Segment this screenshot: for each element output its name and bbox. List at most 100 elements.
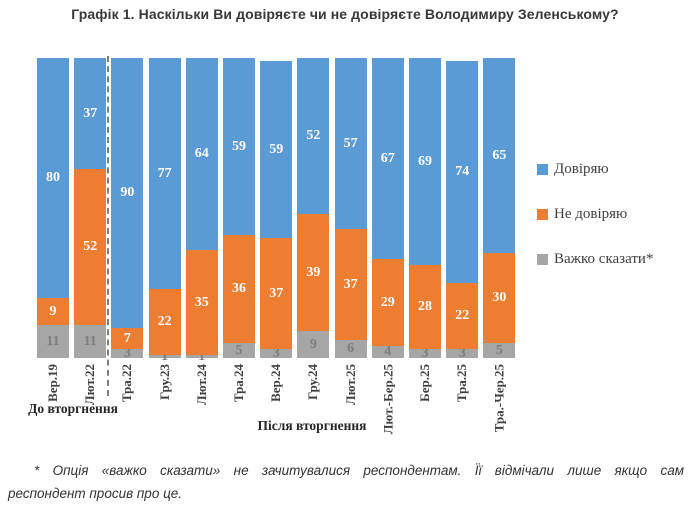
- bar-segment-distrust: 52: [74, 169, 107, 325]
- bar-segment-distrust: 7: [111, 328, 144, 349]
- x-axis-label: Лют.22: [82, 364, 98, 406]
- bar-segment-hard-to-say: 1: [185, 349, 218, 363]
- bar-value-label: 67: [380, 150, 395, 166]
- legend-label-hard-to-say: Важко сказати*: [554, 251, 654, 267]
- bar-value-label: 35: [194, 294, 209, 310]
- bar-value-label: 9: [49, 303, 57, 319]
- bar-value-label: 59: [232, 138, 246, 154]
- bar-value-label: 59: [269, 141, 284, 157]
- bar-value-label: 1: [198, 348, 206, 364]
- bar-value-label: 52: [306, 128, 321, 143]
- bar-value-label: 9: [309, 336, 317, 352]
- bar-segment-hard-to-say: 5: [483, 342, 516, 358]
- bar-segment-distrust: 22: [446, 283, 479, 349]
- bar-segment-trust: 74: [446, 61, 479, 283]
- group-label-after-invasion: Після вторгнення: [257, 418, 367, 433]
- bar-value-label: 57: [343, 135, 358, 151]
- bar-value-label: 52: [83, 239, 98, 254]
- legend-item-trust: Довіряю: [537, 161, 609, 178]
- bar-value-label: 30: [492, 290, 507, 305]
- legend-swatch-hard-to-say-icon: [537, 254, 548, 265]
- bar-segment-trust: 65: [483, 58, 516, 253]
- bar-value-label: 90: [120, 185, 135, 200]
- legend-item-distrust: Не довіряю: [537, 206, 627, 223]
- x-axis-label: Гру.23: [156, 364, 172, 400]
- bar-segment-hard-to-say: 3: [446, 345, 479, 361]
- bar-value-label: 6: [347, 341, 355, 356]
- legend: Довіряю Не довіряю Важко сказати*: [537, 0, 687, 300]
- legend-swatch-distrust-icon: [537, 209, 548, 220]
- bar-segment-hard-to-say: 5: [223, 343, 255, 358]
- bar-segment-distrust: 30: [483, 253, 516, 343]
- x-axis-label: Гру.24: [305, 364, 321, 400]
- bar-segment-trust: 52: [297, 58, 330, 214]
- bar-value-label: 11: [83, 333, 97, 349]
- x-axis-label: Лют.24: [193, 364, 209, 406]
- bar-segment-hard-to-say: 3: [409, 346, 441, 360]
- bar-segment-hard-to-say: 11: [74, 325, 107, 358]
- bar-value-label: 28: [418, 299, 432, 314]
- bar-value-label: 5: [495, 342, 503, 358]
- bar-value-label: 29: [380, 294, 395, 310]
- bar-segment-trust: 67: [371, 58, 404, 259]
- bar-value-label: 11: [46, 333, 60, 349]
- legend-label-distrust: Не довіряю: [554, 206, 628, 222]
- bar-segment-hard-to-say: 1: [148, 349, 181, 363]
- bar-segment-trust: 57: [334, 58, 367, 229]
- group-label-before-invasion: До вторгнення: [28, 401, 118, 416]
- bar-value-label: 4: [384, 344, 392, 359]
- bar-segment-distrust: 22: [148, 289, 181, 355]
- x-axis-label: Тра.24: [231, 364, 246, 403]
- bar-value-label: 3: [123, 345, 131, 361]
- bar-segment-hard-to-say: 6: [334, 340, 367, 358]
- bar-value-label: 37: [343, 276, 358, 292]
- bar-value-label: 65: [492, 147, 507, 163]
- legend-label-trust: Довіряю: [554, 161, 609, 177]
- bar-value-label: 37: [83, 105, 98, 121]
- bar-value-label: 74: [455, 164, 470, 179]
- bar-value-label: 36: [232, 281, 246, 296]
- bar-value-label: 80: [46, 170, 60, 185]
- bar-segment-trust: 80: [37, 58, 69, 298]
- x-axis-label: Лют.25: [342, 364, 358, 406]
- x-axis-label: Тра.-Чер.25: [491, 364, 507, 433]
- invasion-separator-line: [107, 56, 109, 396]
- bar-value-label: 5: [235, 342, 243, 358]
- chart-title: Графік 1. Наскільки Ви довіряєте чи не д…: [71, 6, 619, 22]
- bar-value-label: 7: [123, 330, 131, 346]
- bar-value-label: 39: [306, 264, 321, 280]
- bar-value-label: 1: [161, 348, 169, 364]
- bar-segment-trust: 69: [409, 58, 441, 265]
- bar-segment-hard-to-say: 4: [371, 344, 404, 359]
- bar-segment-trust: 77: [148, 58, 181, 289]
- bar-segment-trust: 59: [223, 58, 255, 235]
- bar-segment-distrust: 37: [260, 238, 293, 349]
- bar-value-label: 64: [194, 146, 209, 161]
- bar-segment-hard-to-say: 3: [260, 345, 293, 361]
- x-axis-label: Вер.24: [268, 364, 284, 402]
- bar-segment-distrust: 37: [334, 229, 367, 340]
- bar-value-label: 77: [157, 165, 172, 181]
- legend-item-hard-to-say: Важко сказати*: [537, 251, 653, 268]
- x-axis-label: Вер.19: [45, 364, 60, 402]
- bar-segment-trust: 37: [74, 58, 107, 169]
- bar-segment-distrust: 39: [297, 214, 330, 331]
- bar-value-label: 22: [157, 314, 172, 329]
- bar-segment-distrust: 36: [223, 235, 255, 343]
- bar-segment-distrust: 9: [37, 298, 69, 325]
- bar-value-label: 37: [269, 285, 284, 301]
- bar-value-label: 3: [272, 345, 280, 361]
- legend-swatch-trust-icon: [537, 164, 548, 175]
- bar-segment-trust: 59: [260, 61, 293, 238]
- bar-segment-hard-to-say: 11: [37, 325, 69, 358]
- bar-segment-distrust: 35: [185, 250, 218, 355]
- footnote-line1: * Опція «важко сказати» не зачитувалися …: [34, 463, 684, 478]
- bar-segment-trust: 90: [111, 58, 144, 328]
- footnote-line2: респондент просив про це.: [8, 486, 183, 501]
- x-axis-label: Тра.25: [454, 364, 470, 403]
- bar-segment-distrust: 28: [409, 265, 441, 349]
- bar-value-label: 3: [458, 345, 466, 361]
- footnote: * Опція «важко сказати» не зачитувалися …: [8, 459, 684, 505]
